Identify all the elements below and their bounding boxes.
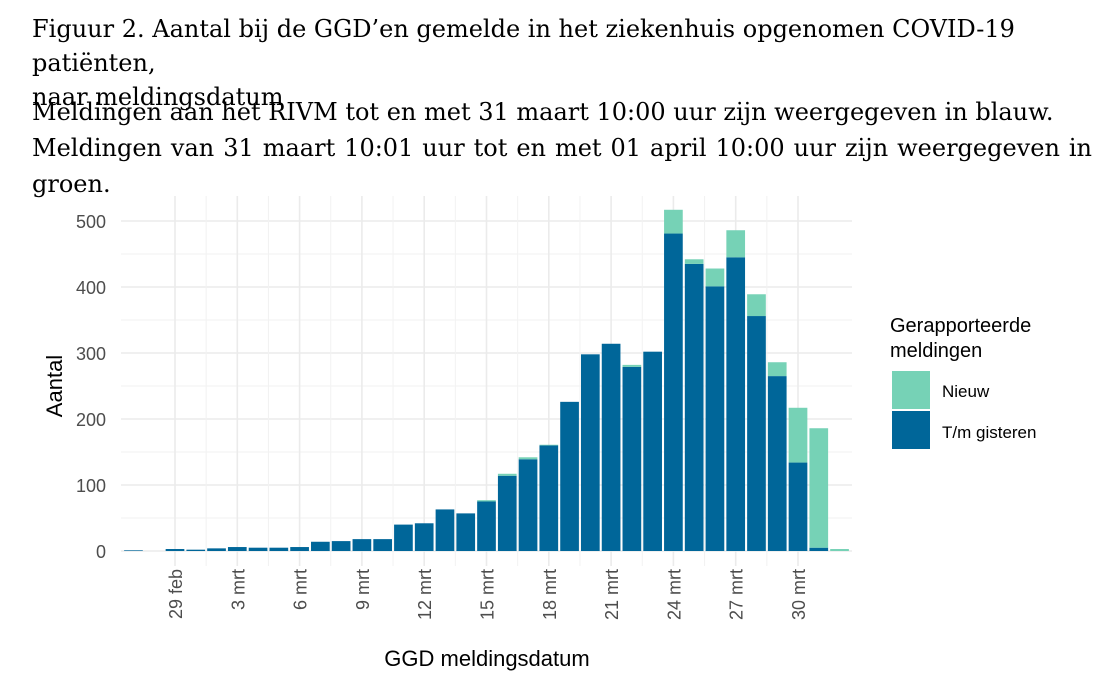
x-axis-ticks: 29 feb 3 mrt 6 mrt 9 mrt 12 mrt 15 mrt 18 mrt 2… (166, 569, 809, 620)
x-tick-label: 6 mrt (291, 569, 311, 610)
legend-key-tm-gisteren (892, 411, 930, 449)
bar-tm-gisteren (601, 343, 621, 551)
y-tick-label: 300 (76, 344, 106, 364)
bar-tm-gisteren (414, 523, 434, 551)
y-tick-label: 100 (76, 476, 106, 496)
bar-tm-gisteren (705, 286, 725, 551)
bar-tm-gisteren (726, 257, 746, 551)
y-tick-label: 400 (76, 278, 106, 298)
bar-tm-gisteren (394, 524, 413, 551)
caption-line-2: naar meldingsdatum (32, 83, 284, 111)
bar-nieuw (664, 209, 683, 234)
bar-nieuw (788, 407, 808, 463)
bar-tm-gisteren (518, 459, 538, 551)
bar-tm-gisteren (269, 547, 289, 551)
bar-nieuw (767, 362, 787, 377)
bar-tm-gisteren (747, 316, 766, 551)
x-tick-label: 24 mrt (664, 569, 684, 620)
bar-nieuw (539, 444, 559, 446)
bar-tm-gisteren (684, 263, 704, 551)
bar-tm-gisteren (311, 541, 330, 551)
legend-label-nieuw: Nieuw (942, 382, 990, 401)
bar-nieuw (477, 500, 496, 502)
bar-tm-gisteren (643, 351, 662, 551)
bar-tm-gisteren (477, 501, 496, 551)
bar-nieuw (518, 457, 538, 460)
bar-nieuw (622, 364, 642, 367)
bar-tm-gisteren (290, 547, 309, 551)
legend-title-line-2: meldingen (890, 340, 982, 362)
bar-tm-gisteren (664, 233, 683, 552)
x-tick-label: 27 mrt (727, 569, 747, 620)
legend-label-tm-gisteren: T/m gisteren (942, 423, 1036, 442)
chart-bars (124, 209, 849, 552)
y-axis-ticks: 0 100 200 300 400 500 (76, 212, 106, 562)
bar-tm-gisteren (788, 462, 808, 551)
x-tick-label: 9 mrt (353, 569, 373, 610)
bar-nieuw (684, 259, 704, 264)
x-tick-label: 3 mrt (228, 569, 248, 610)
bar-tm-gisteren (456, 513, 476, 551)
legend-key-nieuw (892, 371, 930, 409)
x-tick-label: 29 feb (166, 569, 186, 619)
x-tick-label: 21 mrt (602, 569, 622, 620)
figure-caption: Figuur 2. Aantal bij de GGD’en gemelde i… (32, 12, 1092, 114)
bar-tm-gisteren (580, 354, 600, 551)
bar-tm-gisteren (227, 547, 247, 551)
bar-nieuw (809, 428, 829, 548)
bar-tm-gisteren (539, 445, 559, 551)
bar-tm-gisteren (809, 547, 829, 551)
bar-tm-gisteren (186, 549, 206, 551)
description-line-1: Meldingen aan het RIVM tot en met 31 maa… (32, 98, 1054, 126)
bar-nieuw (705, 268, 725, 287)
bar-nieuw (747, 294, 766, 317)
y-tick-label: 200 (76, 410, 106, 430)
figure-description: Meldingen aan het RIVM tot en met 31 maa… (32, 94, 1092, 202)
bar-tm-gisteren (497, 475, 517, 551)
y-axis-title: Aantal (42, 355, 67, 417)
bar-tm-gisteren (165, 549, 185, 551)
bar-tm-gisteren (124, 550, 143, 551)
caption-line-1: Figuur 2. Aantal bij de GGD’en gemelde i… (32, 15, 1015, 77)
x-axis-title: GGD meldingsdatum (384, 646, 589, 671)
description-line-2: Meldingen van 31 maart 10:01 uur tot en … (32, 134, 1092, 198)
x-tick-label: 15 mrt (478, 569, 498, 620)
y-tick-label: 500 (76, 212, 106, 232)
x-tick-label: 18 mrt (540, 569, 560, 620)
bar-tm-gisteren (622, 366, 642, 551)
bar-nieuw (726, 230, 746, 258)
bar-tm-gisteren (331, 541, 351, 551)
bar-tm-gisteren (352, 539, 372, 551)
bar-tm-gisteren (248, 547, 268, 551)
bar-tm-gisteren (560, 401, 579, 551)
chart-legend: Gerapporteerde meldingen Nieuw T/m giste… (890, 315, 1036, 449)
bar-tm-gisteren (373, 539, 393, 551)
bar-tm-gisteren (207, 548, 226, 551)
bar-tm-gisteren (435, 509, 455, 551)
bar-tm-gisteren (767, 376, 787, 551)
x-tick-label: 30 mrt (789, 569, 809, 620)
bar-nieuw (497, 473, 517, 476)
legend-title-line-1: Gerapporteerde (890, 315, 1031, 337)
x-tick-label: 12 mrt (415, 569, 435, 620)
bar-nieuw (830, 549, 849, 551)
y-tick-label: 0 (96, 542, 106, 562)
